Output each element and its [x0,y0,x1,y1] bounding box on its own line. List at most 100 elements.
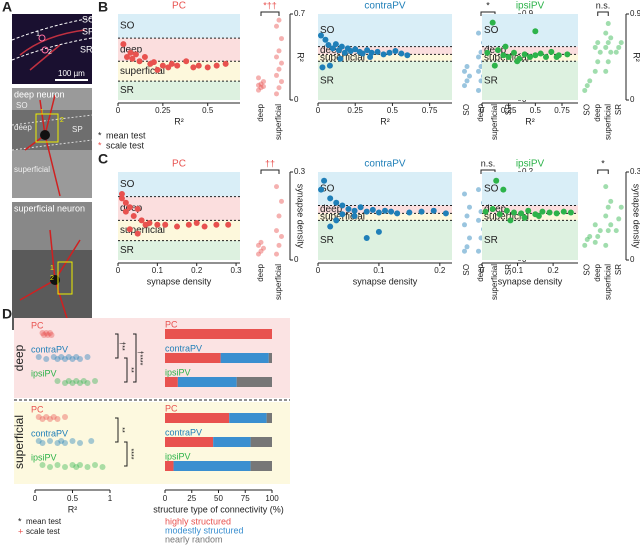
data-point [329,45,336,52]
neurite [24,94,61,197]
series-label: ipsiPV [31,452,57,462]
layer-band [318,172,452,206]
data-point [150,59,157,66]
data-point [159,62,166,69]
x-tick-label: superficial [603,104,612,140]
data-point [597,49,603,55]
x-tick-label: 0.2 [434,266,446,275]
x-tick-label: 0.2 [191,266,203,275]
data-point [603,68,609,74]
data-point [613,49,619,55]
data-point [464,244,470,250]
data-point [476,87,481,93]
y-tick-label: 0.3 [630,167,640,176]
layer-band [118,81,240,100]
series-label: contraPV [31,428,68,438]
layer-label: SR [80,44,93,54]
chart-title: ipsiPV [516,1,545,12]
data-point [582,87,588,93]
data-point [54,462,61,468]
data-point [518,210,525,217]
layer-band [482,61,578,100]
data-point [279,60,284,66]
data-point [276,66,282,72]
bar-segment [250,461,272,471]
data-point [35,438,42,444]
y-axis-label: R² [632,52,640,62]
data-point [535,213,542,219]
data-point [126,226,133,233]
data-point [333,199,340,206]
data-point [261,245,266,251]
cell-mark: 1 [36,31,40,38]
image-title: deep neuron [14,89,65,99]
x-tick-label: SR [614,104,623,115]
x-axis-label: R² [525,116,535,126]
significance: ** [127,367,134,373]
data-point [62,440,68,446]
layer-label: SR [320,235,334,246]
significance: †† [265,158,275,168]
layer-label: SR [120,245,134,256]
data-point [256,75,261,81]
data-point [174,223,181,230]
data-point [394,210,401,217]
scale-label: 100 µm [58,69,85,78]
data-point [84,380,91,386]
data-point [261,79,266,85]
legend-symbol: * [18,516,22,526]
data-point [276,213,282,219]
x-axis-label: synapse density [147,276,212,286]
data-point [511,49,517,56]
data-point [603,30,609,36]
significance: n.s. [481,158,496,168]
layer-band [482,46,578,55]
data-point [539,208,546,215]
data-point [122,199,129,206]
chart-title: contraPV [364,159,405,170]
x-tick-label: deep [593,103,602,121]
layer-band [118,38,240,62]
legend-label: modestly structured [165,525,244,535]
significance-bracket [260,169,280,174]
data-point [185,221,192,228]
data-point [364,47,371,54]
x-axis-label: R² [68,504,78,514]
data-point [476,248,481,254]
data-point [532,28,539,35]
x-tick-label: superficial [490,264,499,300]
data-point [339,202,346,209]
data-point [502,43,509,50]
data-point [120,41,127,48]
data-point [84,354,91,360]
x-tick-label: 0 [480,106,485,115]
y-tick-label: 0.3 [294,167,306,176]
data-point [462,248,467,254]
data-point [92,378,98,384]
x-tick-label: 0.1 [152,266,164,275]
layer-label: SR [484,75,498,86]
x-axis-label: structure type of connectivity (%) [153,504,284,514]
data-point [50,354,57,360]
data-point [333,217,340,224]
layer-band [318,46,452,55]
series-label: PC [31,404,44,414]
legend-symbol: * [98,130,102,140]
data-point [54,356,61,362]
data-point [374,48,381,55]
data-point [375,228,382,235]
data-point [582,242,588,248]
data-point [351,213,358,219]
layer-band [482,172,578,206]
bar-segment [165,413,230,423]
data-point [276,85,282,91]
neurite [19,29,86,71]
data-point [567,209,574,216]
bar-segment [165,437,214,447]
y-tick-label: 0 [294,95,299,104]
image [12,14,92,84]
series-label: ipsiPV [31,368,57,378]
data-point [521,51,528,58]
legend-symbol: + [18,526,23,536]
marker-label: 1 [50,265,54,272]
